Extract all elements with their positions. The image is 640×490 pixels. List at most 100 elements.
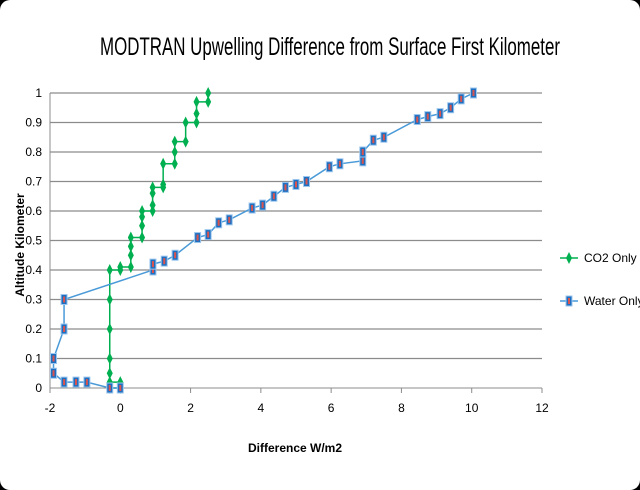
data-point-core (196, 234, 199, 241)
x-tick-label: -2 (45, 401, 56, 415)
data-point-core (52, 355, 55, 362)
y-tick-label: 1 (35, 86, 42, 100)
data-point (413, 114, 421, 126)
data-point (380, 131, 388, 143)
y-tick-label: 0.8 (25, 145, 42, 159)
data-point (149, 258, 157, 270)
data-point (193, 116, 200, 129)
data-point (292, 178, 300, 190)
data-point (281, 181, 289, 193)
data-point (248, 202, 256, 214)
data-point (127, 240, 134, 253)
data-point (565, 295, 573, 307)
data-point (127, 231, 134, 244)
data-point-core (151, 267, 154, 273)
data-point (205, 87, 212, 99)
x-tick-label: 8 (398, 401, 405, 415)
data-point-core (568, 298, 570, 304)
y-tick-label: 0.5 (25, 234, 42, 248)
data-point (359, 146, 367, 158)
data-point-core (460, 95, 463, 102)
data-point-core (63, 379, 66, 386)
data-point-core (217, 219, 220, 226)
data-point (139, 219, 146, 232)
data-point (215, 217, 223, 229)
data-point-core (338, 160, 341, 167)
data-point-core (151, 261, 154, 268)
data-point (117, 261, 124, 274)
data-point (50, 353, 58, 364)
data-point-core (295, 181, 297, 188)
data-point (127, 261, 134, 274)
data-point (171, 249, 179, 261)
data-point (270, 190, 278, 202)
data-point-core (108, 385, 111, 391)
data-point-core (449, 104, 452, 111)
data-point (303, 176, 311, 187)
data-point (182, 116, 189, 129)
data-point-core (305, 178, 308, 185)
data-point (60, 294, 68, 305)
x-tick-label: 4 (258, 401, 265, 415)
x-axis-label: Difference W/m2 (248, 441, 342, 455)
x-tick-label: 6 (328, 401, 335, 415)
data-point (457, 93, 465, 105)
y-tick-label: 0.4 (25, 263, 42, 277)
data-point (116, 382, 124, 394)
data-point (106, 367, 113, 380)
data-point-core (284, 184, 287, 191)
data-point (160, 255, 168, 267)
data-point (139, 205, 146, 217)
data-point-core (472, 90, 475, 96)
data-point (171, 146, 178, 158)
data-point (225, 214, 233, 226)
y-tick-label: 0.7 (25, 175, 42, 189)
data-point (160, 157, 167, 170)
data-point-core (85, 379, 88, 386)
data-point-core (439, 110, 442, 117)
data-point (127, 249, 134, 262)
data-point-core (63, 326, 66, 332)
data-point (60, 323, 68, 335)
data-point (436, 108, 444, 120)
data-point-core (426, 113, 429, 120)
data-point-core (372, 137, 375, 144)
data-point-core (251, 205, 254, 212)
data-point-core (163, 258, 166, 265)
y-axis-label: Altitude Kilometer (13, 193, 27, 297)
x-tick-label: 12 (535, 401, 549, 415)
data-point-core (63, 296, 66, 303)
chart-title: MODTRAN Upwelling Difference from Surfac… (100, 33, 560, 61)
y-tick-label: 0.9 (25, 116, 42, 130)
data-point-core (52, 370, 55, 377)
x-tick-label: 2 (187, 401, 194, 415)
legend-label: Water Only (584, 294, 640, 308)
x-tick-label: 10 (465, 401, 479, 415)
data-point (106, 293, 113, 306)
y-tick-label: 0.3 (25, 293, 42, 307)
data-point (106, 352, 113, 365)
data-point (194, 232, 202, 244)
data-point-core (416, 116, 419, 123)
data-point-core (119, 385, 122, 391)
data-point (259, 199, 267, 211)
y-tick-label: 0.6 (25, 204, 42, 218)
data-point-core (75, 379, 78, 386)
data-point (193, 95, 200, 108)
data-point (139, 231, 146, 244)
data-point-core (361, 157, 364, 164)
data-point (149, 199, 156, 212)
data-point-core (228, 216, 231, 223)
data-point (424, 111, 432, 123)
x-tick-label: 0 (117, 401, 124, 415)
data-point-core (207, 231, 210, 238)
data-point-core (272, 193, 275, 200)
data-point (182, 135, 189, 148)
data-point (171, 135, 178, 148)
data-point (60, 376, 68, 388)
data-point (336, 158, 344, 170)
data-point (193, 107, 200, 120)
y-tick-label: 0.2 (25, 322, 42, 336)
data-point (50, 367, 58, 379)
data-point (566, 252, 572, 264)
